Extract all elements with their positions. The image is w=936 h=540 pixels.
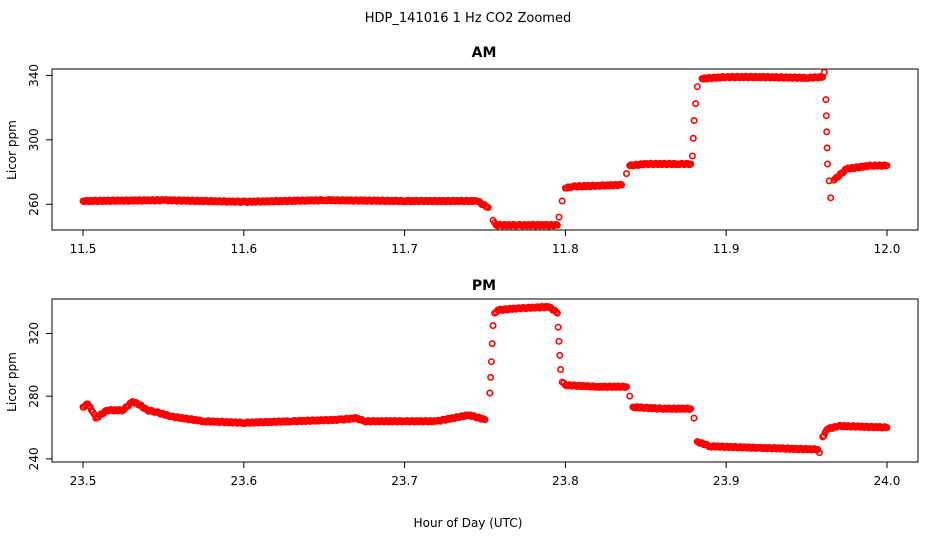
pm-data-point bbox=[554, 323, 562, 331]
am-data-point bbox=[553, 221, 561, 229]
am-data-point bbox=[688, 152, 696, 160]
pm-data-point bbox=[553, 309, 561, 317]
pm-data-point bbox=[557, 366, 565, 374]
pm-x-tick-label: 23.8 bbox=[552, 474, 579, 488]
am-data-point bbox=[484, 203, 492, 211]
pm-data-point bbox=[687, 405, 695, 413]
am-data-point bbox=[823, 128, 831, 136]
pm-data-point bbox=[489, 322, 497, 330]
pm-x-tick-label: 23.6 bbox=[230, 474, 257, 488]
pm-x-tick-label: 23.9 bbox=[713, 474, 740, 488]
am-data-point bbox=[618, 181, 626, 189]
am-y-axis-label: Licor ppm bbox=[5, 120, 19, 180]
am-data-point bbox=[824, 160, 832, 168]
pm-y-tick-label: 320 bbox=[27, 322, 41, 345]
am-x-tick-label: 11.9 bbox=[713, 242, 740, 256]
pm-data-point bbox=[487, 373, 495, 381]
am-data-point bbox=[883, 162, 891, 170]
pm-data-point bbox=[815, 449, 823, 457]
am-panel-title: AM bbox=[472, 45, 497, 61]
pm-y-ticks: 240 280 320 bbox=[27, 322, 52, 470]
pm-x-tick-label: 23.7 bbox=[391, 474, 418, 488]
pm-panel: PM Licor ppm 23.5 23.6 23.7 23.8 23.9 24.0 24… bbox=[5, 278, 919, 488]
am-y-tick-label: 340 bbox=[27, 64, 41, 87]
am-data-point bbox=[558, 197, 566, 205]
pm-data-point bbox=[626, 392, 634, 400]
pm-series-layer bbox=[79, 302, 891, 457]
pm-data-point bbox=[556, 351, 564, 359]
am-data-point bbox=[623, 170, 631, 178]
am-data-point bbox=[687, 160, 695, 168]
am-x-ticks: 11.5 11.6 11.7 11.8 11.9 12.0 bbox=[70, 230, 901, 256]
pm-x-tick-label: 24.0 bbox=[874, 474, 901, 488]
am-x-tick-label: 12.0 bbox=[874, 242, 901, 256]
am-y-tick-label: 260 bbox=[27, 193, 41, 216]
am-y-ticks: 260 300 340 bbox=[27, 64, 52, 216]
am-x-tick-label: 11.7 bbox=[391, 242, 418, 256]
pm-y-tick-label: 240 bbox=[27, 447, 41, 470]
am-plot-frame bbox=[51, 68, 919, 231]
am-x-tick-label: 11.6 bbox=[230, 242, 257, 256]
pm-data-point bbox=[552, 308, 560, 316]
am-data-point bbox=[822, 96, 830, 104]
pm-x-tick-label: 23.5 bbox=[70, 474, 97, 488]
am-data-point bbox=[827, 194, 835, 202]
am-data-point bbox=[555, 213, 563, 221]
pm-x-ticks: 23.5 23.6 23.7 23.8 23.9 24.0 bbox=[70, 462, 901, 488]
pm-y-tick-label: 280 bbox=[27, 385, 41, 408]
figure-title: HDP_141016 1 Hz CO2 Zoomed bbox=[365, 11, 571, 26]
am-y-tick-label: 300 bbox=[27, 128, 41, 151]
pm-y-axis-label: Licor ppm bbox=[5, 352, 19, 412]
pm-data-point bbox=[555, 337, 563, 345]
am-panel: AM Licor ppm 11.5 11.6 11.7 11.8 11.9 12.0 26… bbox=[5, 45, 919, 256]
pm-plot-frame bbox=[51, 298, 919, 463]
pm-data-point bbox=[488, 340, 496, 348]
am-data-point bbox=[693, 83, 701, 91]
am-data-point bbox=[689, 134, 697, 142]
am-series-layer bbox=[79, 68, 891, 230]
am-data-point bbox=[692, 100, 700, 108]
pm-panel-title: PM bbox=[472, 278, 496, 294]
pm-data-point bbox=[486, 389, 494, 397]
pm-data-point bbox=[481, 416, 489, 424]
x-axis-label: Hour of Day (UTC) bbox=[414, 516, 523, 530]
pm-data-point bbox=[883, 424, 891, 432]
pm-data-point bbox=[623, 383, 631, 391]
am-data-point bbox=[822, 112, 830, 120]
am-data-point bbox=[823, 144, 831, 152]
pm-data-point bbox=[690, 414, 698, 422]
pm-data-point bbox=[487, 358, 495, 366]
am-data-point bbox=[820, 68, 828, 76]
am-x-tick-label: 11.8 bbox=[552, 242, 579, 256]
am-data-point bbox=[690, 117, 698, 125]
am-x-tick-label: 11.5 bbox=[70, 242, 97, 256]
